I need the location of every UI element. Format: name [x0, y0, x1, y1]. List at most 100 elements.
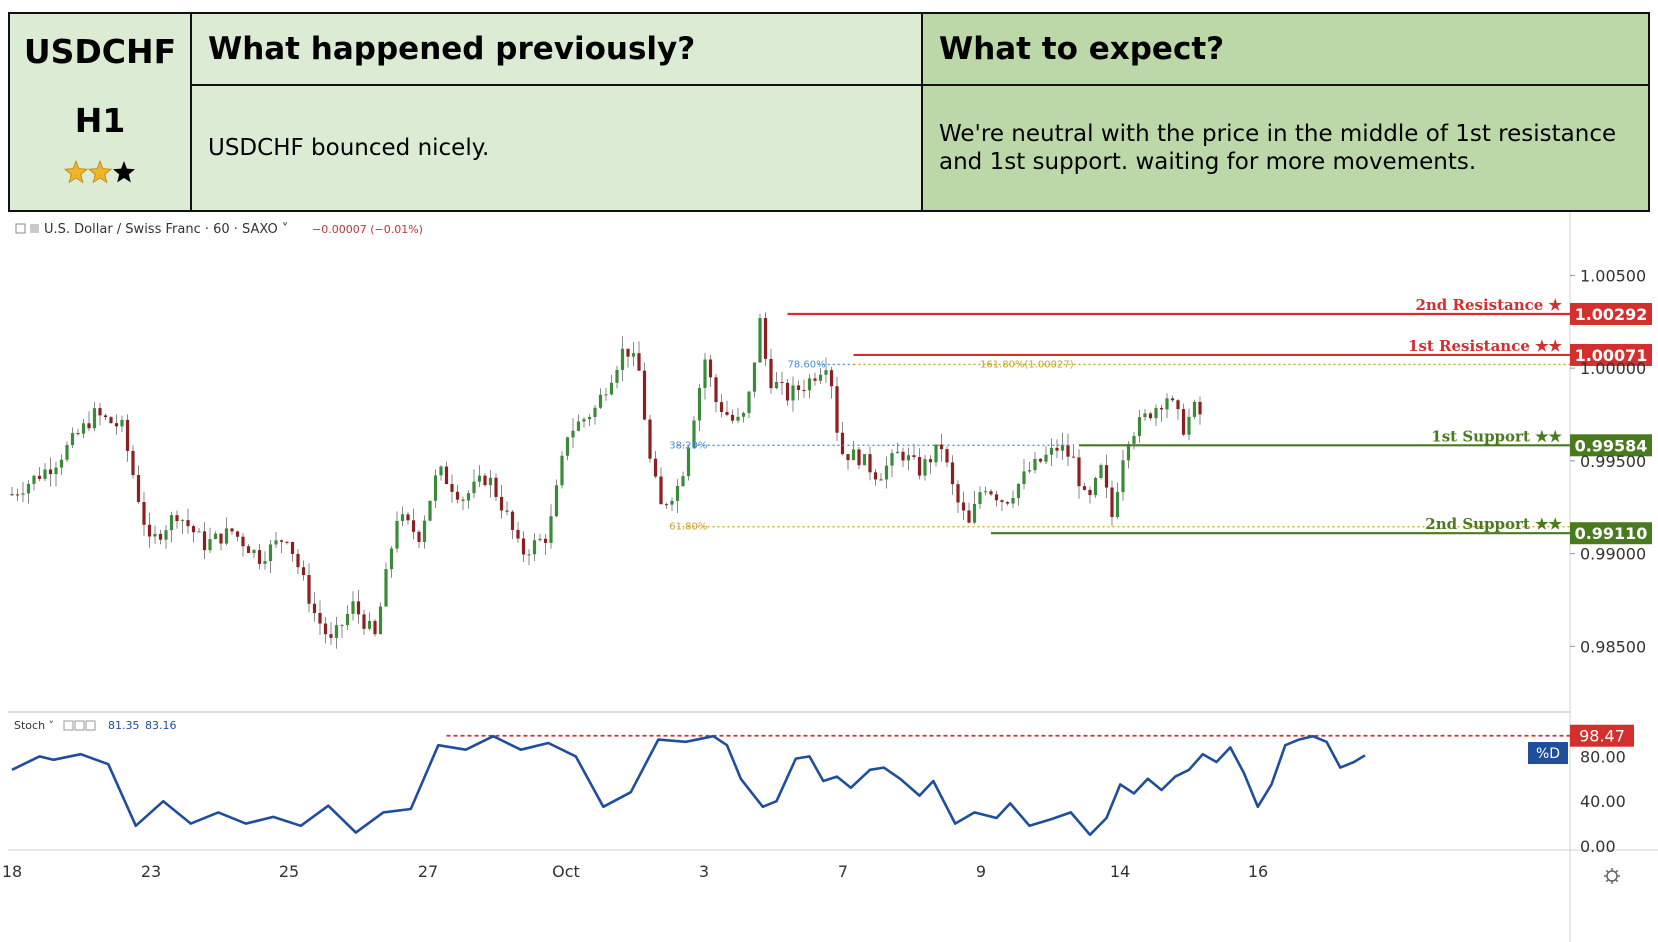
candle: [725, 400, 729, 417]
chart-legend: U.S. Dollar / Swiss Franc · 60 · SAXO ˅ −…: [15, 222, 423, 237]
candle: [807, 373, 812, 399]
candle: [802, 379, 806, 398]
candle: [54, 461, 58, 487]
x-tick-label: 9: [976, 862, 986, 881]
candle: [213, 531, 218, 540]
candle: [197, 527, 201, 533]
stoch-d-value: 83.16: [145, 719, 177, 732]
sr-level[interactable]: 1st Support ★★ 0.99584: [1079, 427, 1652, 457]
candle: [175, 510, 179, 529]
sr-level[interactable]: 2nd Support ★★ 0.99110: [991, 515, 1652, 545]
candle: [131, 445, 135, 479]
indicator-control-icon[interactable]: [74, 720, 85, 731]
indicator-control-icon[interactable]: [85, 720, 96, 731]
price-chart[interactable]: U.S. Dollar / Swiss Franc · 60 · SAXO ˅ −…: [0, 212, 1658, 942]
timeframe-label: H1: [74, 101, 126, 140]
instrument-label[interactable]: U.S. Dollar / Swiss Franc · 60 · SAXO ˅: [44, 222, 288, 237]
candle: [70, 427, 75, 449]
y-tick-label: 1.00000: [1580, 359, 1646, 378]
candle: [697, 383, 702, 432]
candle: [538, 533, 542, 542]
sr-level-label: 2nd Resistance ★: [1415, 296, 1562, 314]
fib-level: 61.80%: [669, 522, 1570, 533]
candle: [164, 525, 168, 549]
collapse-icon[interactable]: [15, 223, 26, 234]
candle: [835, 376, 839, 441]
candle: [169, 511, 174, 543]
candle: [1181, 403, 1186, 437]
candle: [1093, 476, 1098, 498]
candle: [609, 374, 614, 396]
candle: [1088, 486, 1092, 504]
candle: [653, 450, 658, 479]
sr-level-label: 1st Resistance ★★: [1408, 337, 1563, 355]
candle: [279, 539, 284, 554]
price-axis[interactable]: 1.00500 1.00000 0.99500 0.99000 0.98500: [1570, 266, 1646, 656]
candle: [1187, 408, 1191, 441]
candle: [527, 549, 531, 566]
candle: [598, 388, 603, 409]
candle: [576, 414, 581, 432]
x-tick-label: 14: [1110, 862, 1130, 881]
price-tag: [1570, 302, 1652, 325]
candle: [780, 371, 784, 395]
settings-gear-icon[interactable]: [1604, 868, 1620, 884]
candle: [741, 411, 746, 423]
candle: [307, 563, 311, 613]
sr-level[interactable]: 1st Resistance ★★ 1.00071: [853, 337, 1653, 366]
candle: [1148, 411, 1153, 421]
candle: [989, 489, 993, 497]
candle: [934, 444, 938, 467]
candle: [411, 508, 416, 540]
candle: [774, 372, 779, 390]
fib-level: 161.80%(1.00027): [853, 359, 1570, 370]
candle: [499, 484, 504, 519]
stoch-name[interactable]: Stoch ˅: [14, 719, 54, 732]
candle: [208, 527, 212, 554]
stoch-y-tick: 0.00: [1580, 837, 1616, 856]
sr-levels: 2nd Resistance ★ 1.00292 1st Resistance ★★…: [787, 296, 1653, 545]
candle: [917, 448, 922, 480]
candle: [510, 509, 515, 540]
expect-answer: We're neutral with the price in the midd…: [939, 121, 1617, 175]
sr-level[interactable]: 2nd Resistance ★ 1.00292: [787, 296, 1653, 325]
candle: [890, 449, 894, 478]
candle: [582, 417, 586, 428]
candle: [664, 502, 669, 509]
candle: [1060, 433, 1065, 461]
candle: [312, 591, 317, 622]
candle: [120, 415, 124, 433]
candle: [1192, 399, 1197, 420]
candle: [428, 500, 432, 522]
candle: [433, 469, 438, 508]
candle: [26, 480, 31, 504]
candle: [785, 378, 790, 406]
candle: [257, 543, 262, 570]
candle: [263, 551, 267, 570]
candle: [851, 440, 856, 461]
candle: [961, 491, 966, 521]
candle: [532, 533, 537, 562]
price-tag-text: 1.00071: [1575, 346, 1648, 365]
candle: [400, 506, 405, 527]
time-axis[interactable]: 18 23 25 27 Oct 3 7 9 14 16: [2, 862, 1620, 884]
candle: [1044, 446, 1048, 465]
candle: [1176, 399, 1180, 420]
fib-label: 78.60%: [788, 359, 826, 370]
candle: [703, 352, 707, 400]
candle: [857, 447, 861, 470]
candle: [604, 388, 608, 401]
indicator-control-icon[interactable]: [63, 720, 74, 731]
candle: [675, 479, 680, 514]
fib-level: 78.60%: [788, 359, 854, 370]
candle: [1000, 498, 1004, 511]
sr-level-label: 2nd Support ★★: [1425, 515, 1562, 533]
candle: [142, 492, 146, 536]
stoch-level-tag: [1570, 724, 1634, 747]
y-tick-label: 0.99500: [1580, 452, 1646, 471]
fib-level: 38.20%: [669, 440, 1071, 451]
candle: [939, 433, 944, 462]
previous-answer-cell: USDCHF bounced nicely.: [192, 86, 923, 210]
candle: [615, 365, 619, 389]
change-label: −0.00007 (−0.01%): [312, 223, 423, 236]
